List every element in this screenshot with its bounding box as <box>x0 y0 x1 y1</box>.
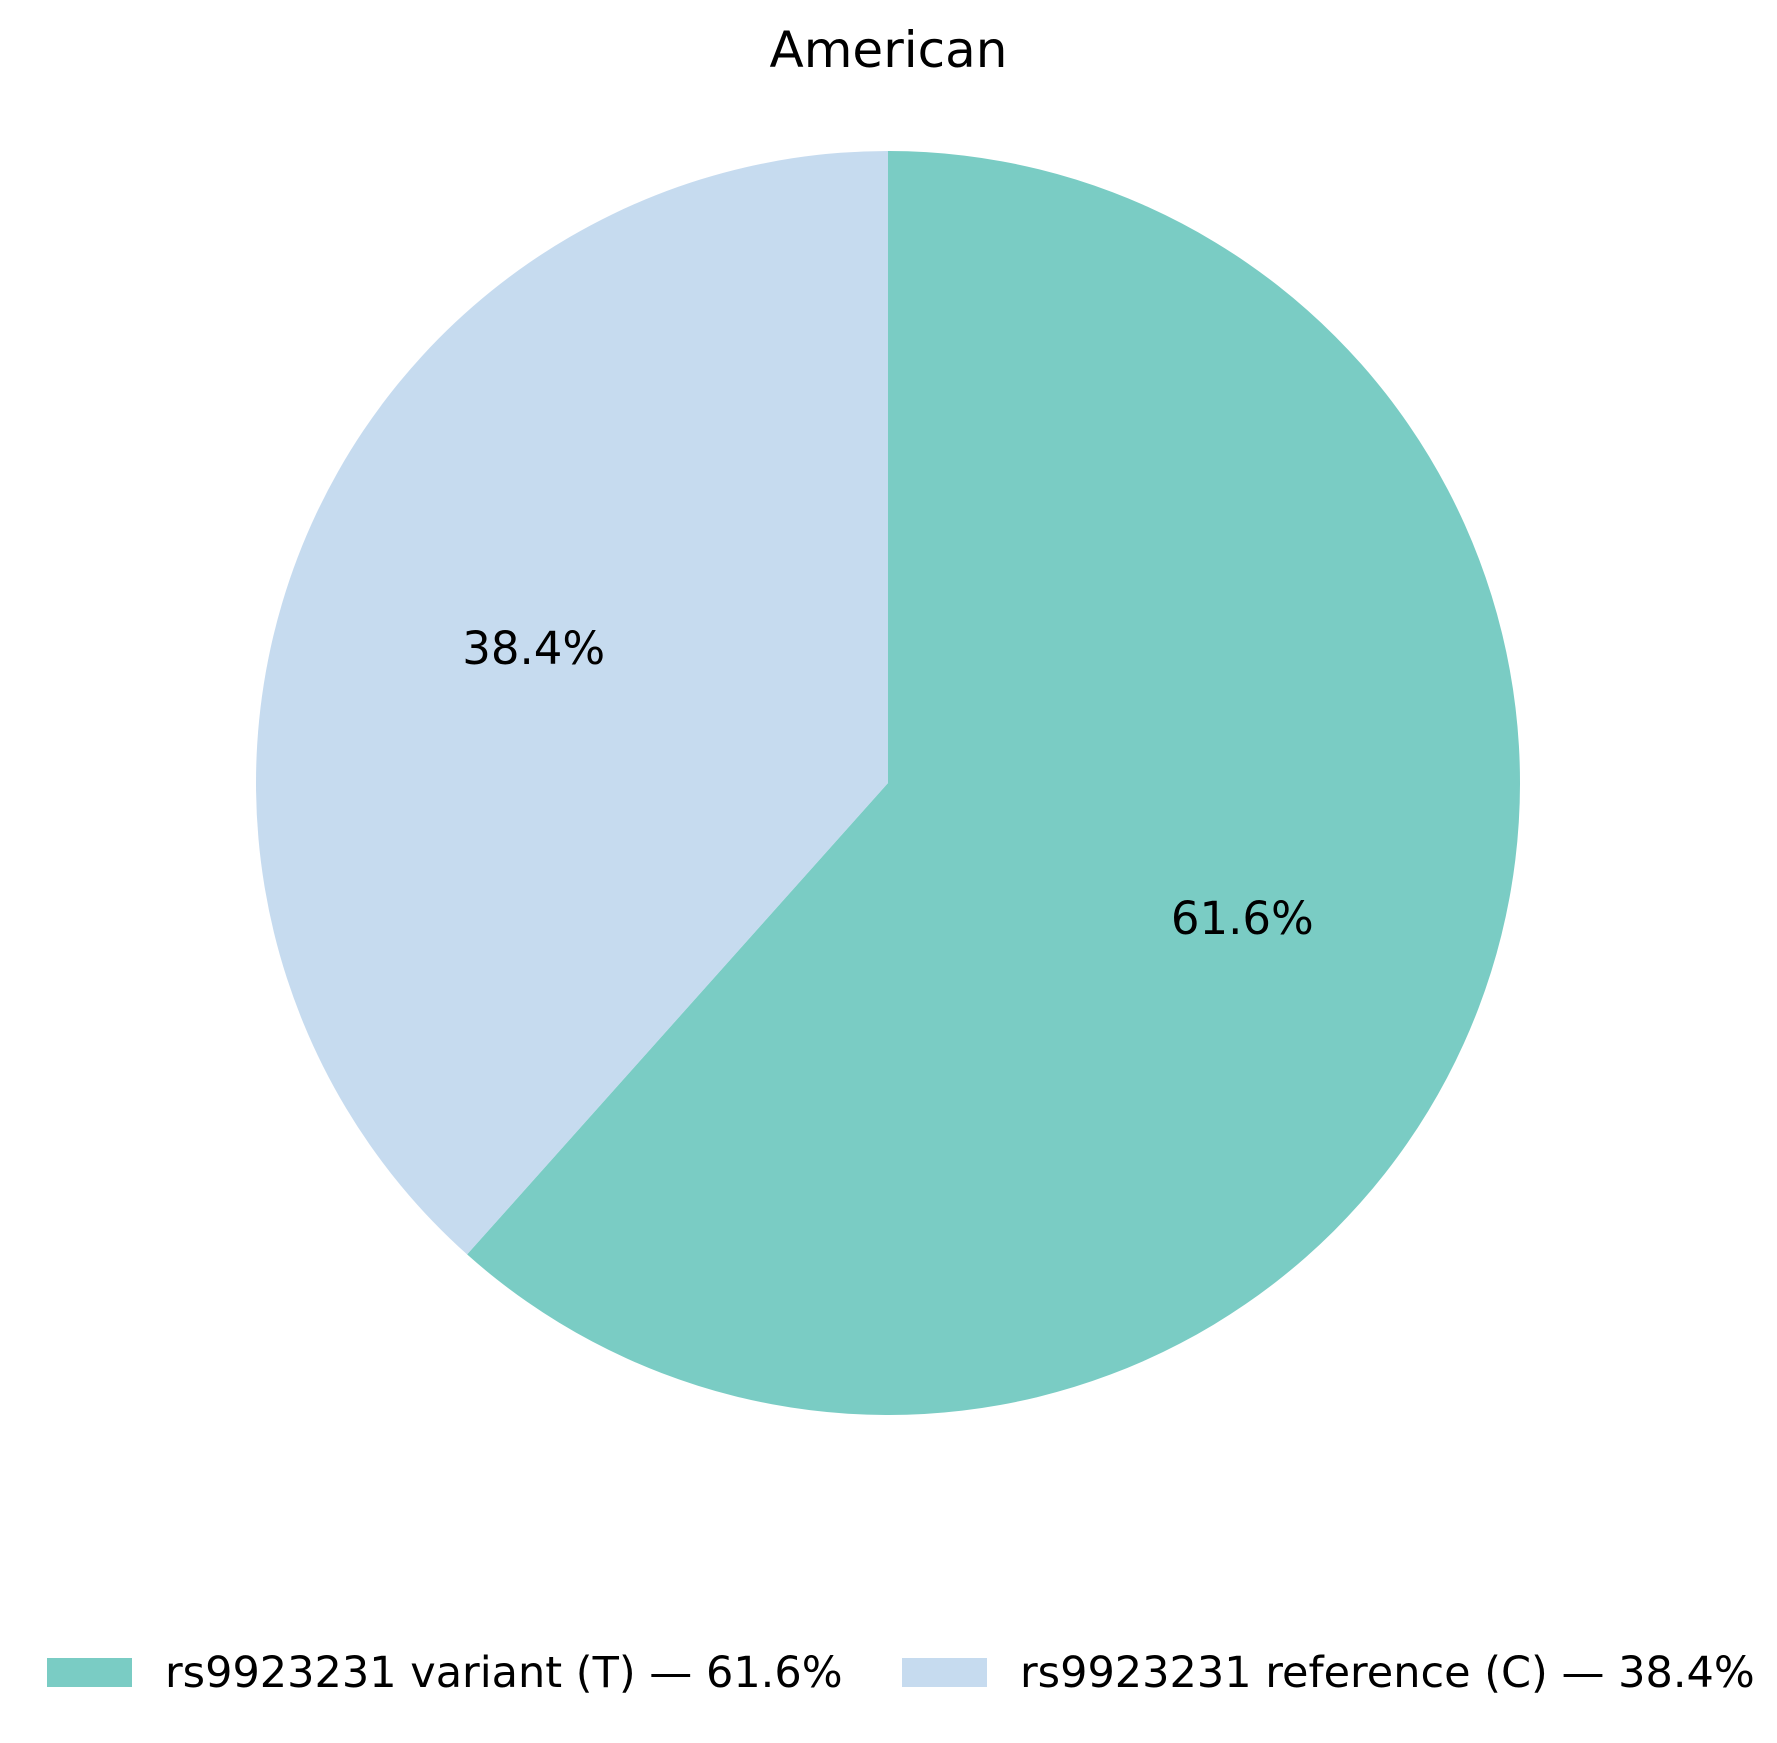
pie-pct-label-1: 38.4% <box>462 622 605 675</box>
chart-title: American <box>769 21 1008 79</box>
pie-slice-1 <box>256 151 888 1255</box>
pie-pct-label-0: 61.6% <box>1171 892 1314 945</box>
pie-slice-0 <box>467 151 1521 1416</box>
